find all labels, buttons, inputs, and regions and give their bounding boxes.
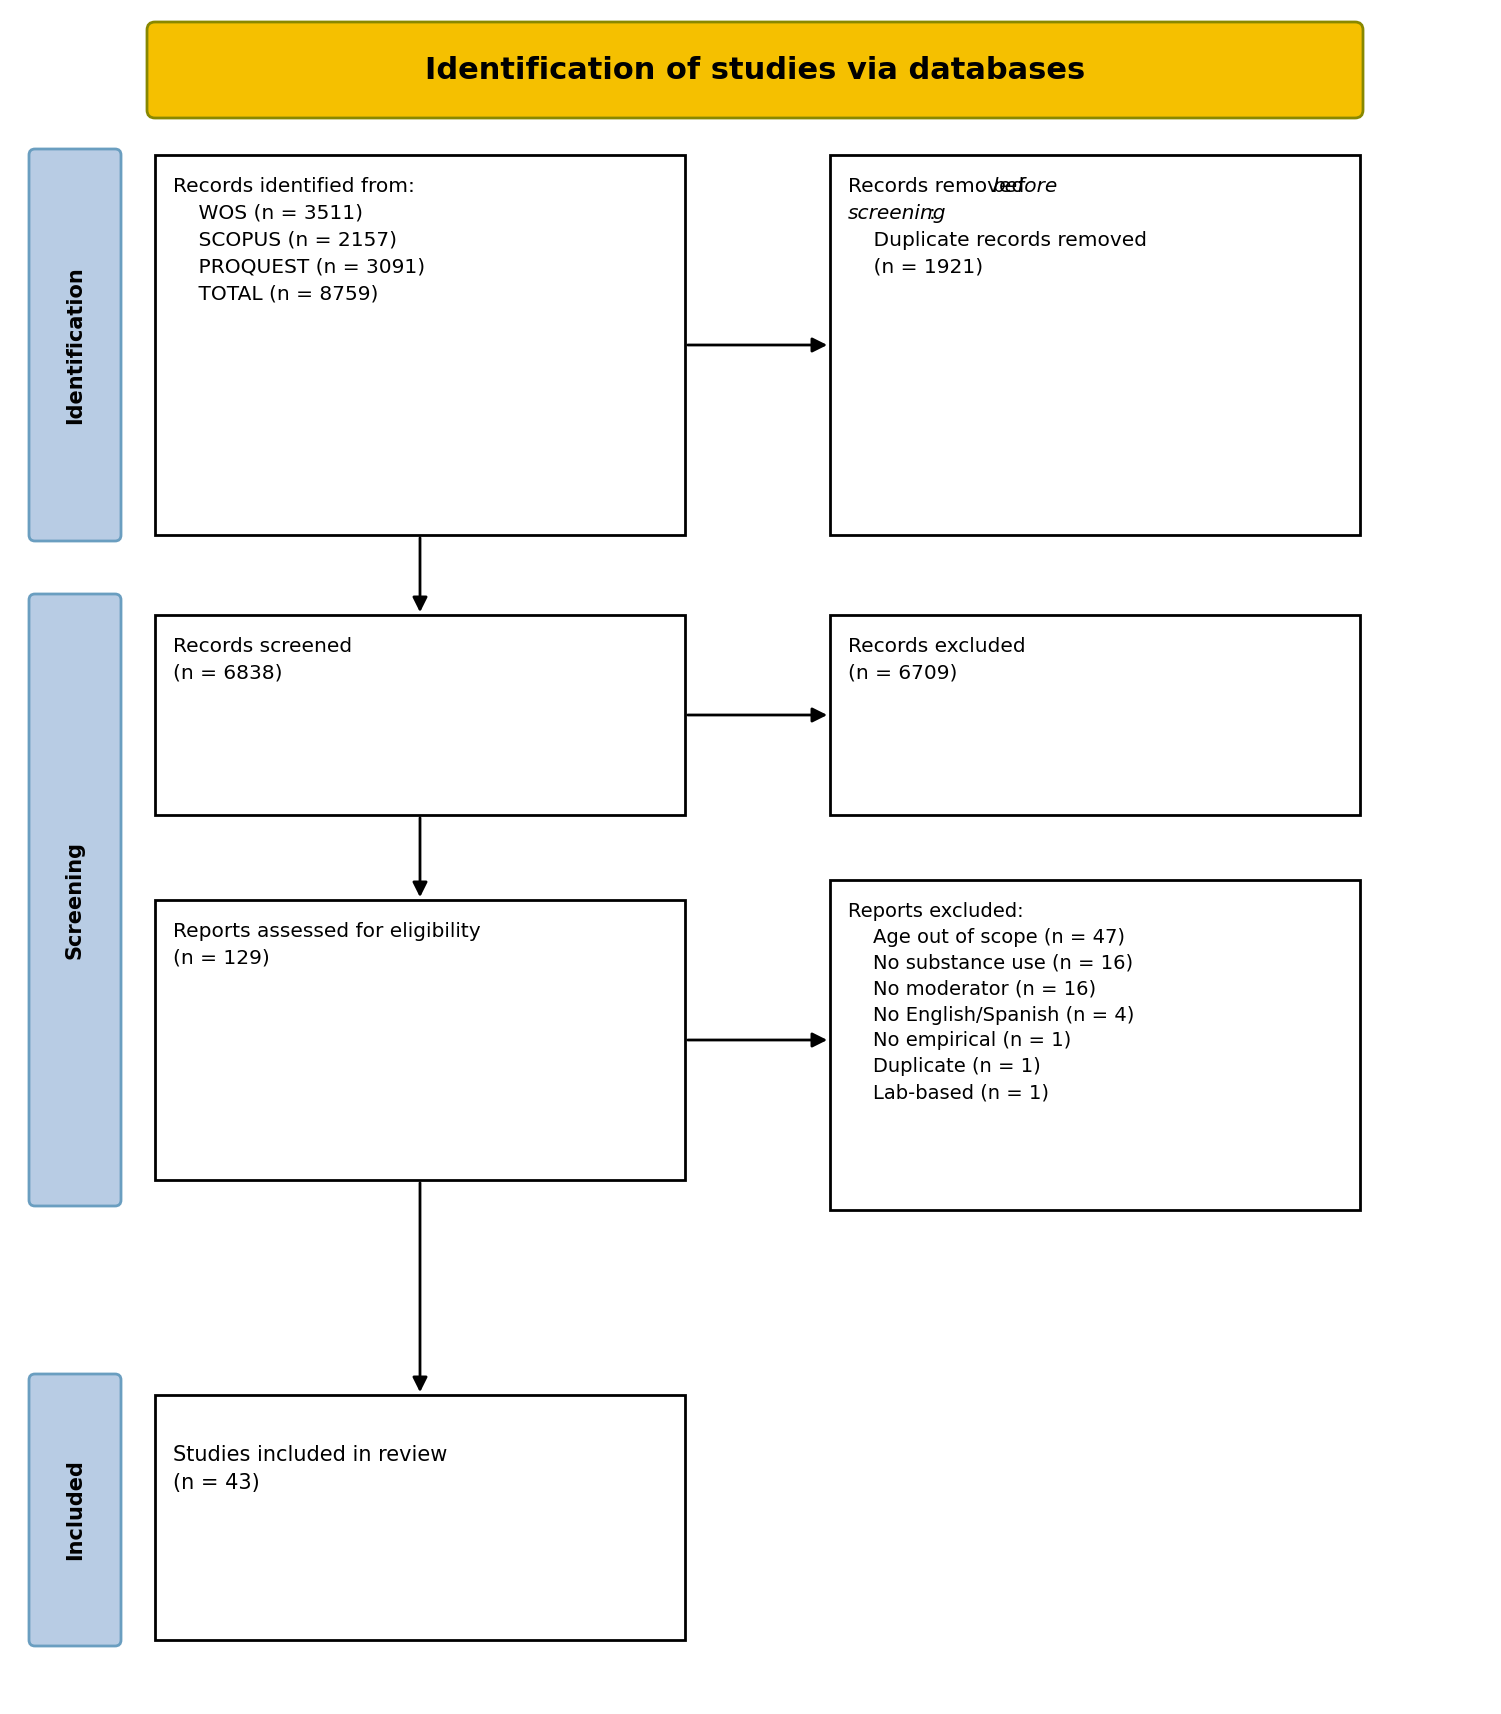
Bar — [830, 879, 1360, 1210]
Text: Identification: Identification — [65, 266, 86, 423]
Text: :: : — [929, 204, 935, 223]
Text: Duplicate records removed: Duplicate records removed — [848, 231, 1147, 250]
Text: (n = 129): (n = 129) — [173, 950, 270, 968]
FancyBboxPatch shape — [147, 22, 1363, 118]
Text: Records excluded: Records excluded — [848, 638, 1025, 656]
Text: Age out of scope (n = 47): Age out of scope (n = 47) — [848, 927, 1126, 946]
Text: Reports excluded:: Reports excluded: — [848, 902, 1024, 920]
FancyBboxPatch shape — [29, 1375, 122, 1645]
Text: Identification of studies via databases: Identification of studies via databases — [425, 55, 1085, 84]
Text: (n = 6709): (n = 6709) — [848, 663, 958, 682]
Bar — [830, 154, 1360, 535]
Text: Reports assessed for eligibility: Reports assessed for eligibility — [173, 922, 480, 941]
Text: before: before — [992, 177, 1057, 195]
Text: Studies included in review: Studies included in review — [173, 1445, 447, 1465]
Bar — [155, 615, 684, 814]
Bar — [155, 154, 684, 535]
Text: No empirical (n = 1): No empirical (n = 1) — [848, 1032, 1072, 1051]
Text: Records screened: Records screened — [173, 638, 353, 656]
Text: No moderator (n = 16): No moderator (n = 16) — [848, 980, 1096, 999]
Text: Duplicate (n = 1): Duplicate (n = 1) — [848, 1058, 1040, 1076]
FancyBboxPatch shape — [29, 149, 122, 542]
Text: Records removed: Records removed — [848, 177, 1031, 195]
Text: screening: screening — [848, 204, 947, 223]
Text: (n = 6838): (n = 6838) — [173, 663, 282, 682]
Text: Lab-based (n = 1): Lab-based (n = 1) — [848, 1083, 1049, 1102]
Text: TOTAL (n = 8759): TOTAL (n = 8759) — [173, 285, 378, 303]
Bar — [830, 615, 1360, 814]
Bar — [155, 900, 684, 1179]
Text: Records identified from:: Records identified from: — [173, 177, 414, 195]
Text: Screening: Screening — [65, 842, 86, 960]
Text: (n = 1921): (n = 1921) — [848, 257, 983, 276]
Text: (n = 43): (n = 43) — [173, 1472, 260, 1493]
Text: PROQUEST (n = 3091): PROQUEST (n = 3091) — [173, 257, 425, 276]
Text: WOS (n = 3511): WOS (n = 3511) — [173, 204, 363, 223]
Bar — [155, 1395, 684, 1640]
Text: SCOPUS (n = 2157): SCOPUS (n = 2157) — [173, 231, 396, 250]
Text: No substance use (n = 16): No substance use (n = 16) — [848, 953, 1133, 974]
FancyBboxPatch shape — [29, 595, 122, 1207]
Text: No English/Spanish (n = 4): No English/Spanish (n = 4) — [848, 1006, 1135, 1025]
Text: Included: Included — [65, 1460, 86, 1560]
